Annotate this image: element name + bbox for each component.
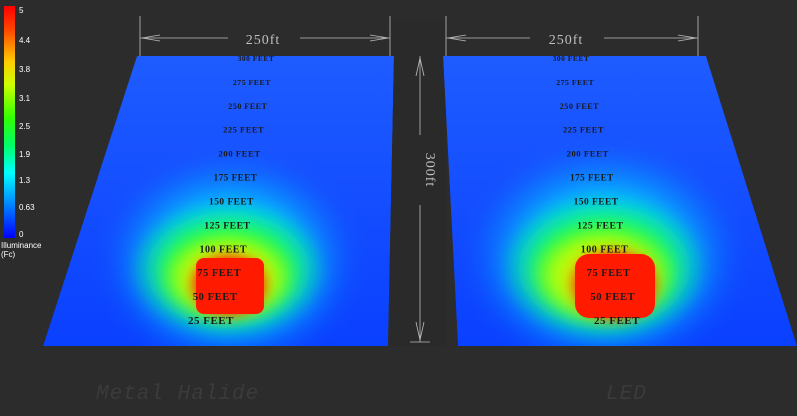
led-distance-marker: 25 FEET (594, 315, 640, 327)
metal-halide-distance-marker: 250 FEET (228, 102, 267, 111)
led-distance-marker: 300 FEET (553, 54, 590, 63)
legend-tick: 4.4 (19, 36, 31, 45)
legend-caption-line: Illuminance (1, 241, 42, 250)
metal-halide-distance-marker: 225 FEET (223, 125, 264, 135)
dimension-width-right (445, 16, 699, 56)
metal-halide-distance-marker: 175 FEET (214, 173, 258, 183)
led-distance-marker: 75 FEET (587, 268, 631, 279)
dimension-width-right-label: 250ft (549, 33, 584, 48)
legend-tick: 1.9 (19, 150, 31, 159)
led-distance-marker: 225 FEET (563, 125, 604, 135)
legend-caption: Illuminance (Fc) (1, 241, 61, 259)
field-led (443, 56, 797, 346)
metal-halide-distance-marker: 25 FEET (188, 315, 234, 327)
legend-tick: 1.3 (19, 176, 31, 185)
illuminance-legend: 5 4.4 3.8 3.1 2.5 1.9 1.3 0.63 0 Illumin… (0, 0, 60, 270)
led-distance-marker: 125 FEET (577, 220, 623, 231)
legend-tick: 5 (19, 6, 24, 15)
legend-tick: 3.1 (19, 94, 31, 103)
legend-tick: 2.5 (19, 122, 31, 131)
distance-markers-left: 300 FEET 275 FEET 250 FEET 225 FEET 200 FEET… (188, 54, 274, 327)
led-distance-marker: 275 FEET (556, 78, 594, 87)
field-metal-halide (43, 56, 394, 346)
dimension-width-left (139, 16, 391, 56)
led-distance-marker: 175 FEET (570, 173, 614, 183)
metal-halide-distance-marker: 200 FEET (218, 149, 260, 159)
legend-tick: 3.8 (19, 65, 31, 74)
metal-halide-distance-marker: 125 FEET (204, 220, 250, 231)
dimension-width-left-label: 250ft (246, 33, 281, 48)
legend-tick: 0 (19, 230, 24, 239)
legend-caption-line: (Fc) (1, 250, 16, 259)
led-distance-marker: 100 FEET (581, 244, 629, 255)
metal-halide-distance-marker: 275 FEET (233, 78, 271, 87)
led-distance-marker: 200 FEET (567, 149, 609, 159)
led-distance-marker: 250 FEET (560, 102, 599, 111)
metal-halide-distance-marker: 300 FEET (238, 54, 275, 63)
legend-color-bar (4, 6, 15, 238)
metal-halide-distance-marker: 150 FEET (209, 198, 254, 208)
metal-halide-distance-marker: 100 FEET (199, 244, 247, 255)
label-metal-halide: Metal Halide (96, 383, 260, 406)
divider-lane (390, 20, 446, 346)
label-led: LED (606, 383, 647, 406)
led-distance-marker: 50 FEET (590, 291, 635, 303)
legend-tick: 0.63 (19, 203, 35, 212)
metal-halide-distance-marker: 50 FEET (193, 291, 238, 303)
distance-markers-right: 300 FEET 275 FEET 250 FEET 225 FEET 200 FEET… (553, 54, 640, 327)
led-distance-marker: 150 FEET (574, 198, 619, 208)
dimension-length (410, 56, 430, 343)
dimension-length-label: 300ft (422, 153, 437, 188)
metal-halide-distance-marker: 75 FEET (197, 268, 241, 279)
